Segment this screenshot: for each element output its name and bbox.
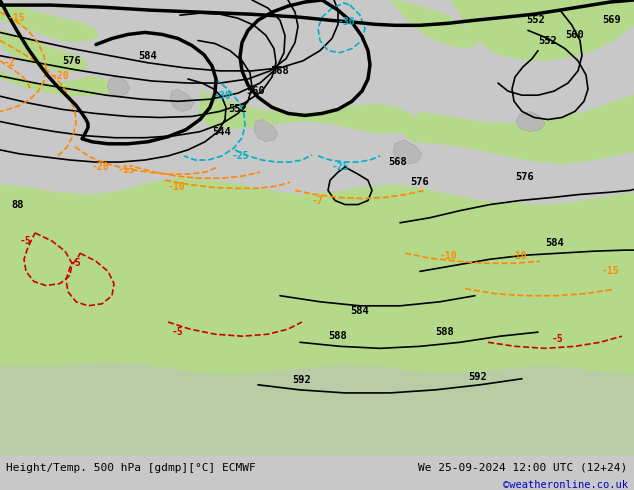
Text: 560: 560 <box>247 86 266 96</box>
Text: -20: -20 <box>52 71 70 81</box>
Text: -5: -5 <box>20 236 32 246</box>
Text: 592: 592 <box>469 372 488 382</box>
Polygon shape <box>400 93 634 164</box>
Text: 576: 576 <box>411 177 429 187</box>
Text: -30: -30 <box>337 17 355 27</box>
Text: 552: 552 <box>539 35 557 46</box>
Text: -15: -15 <box>8 13 25 23</box>
Text: 588: 588 <box>328 331 347 341</box>
Text: -10: -10 <box>168 182 186 193</box>
Polygon shape <box>198 91 420 134</box>
Text: 552: 552 <box>229 104 247 114</box>
Text: 88: 88 <box>12 199 24 210</box>
Polygon shape <box>0 0 100 43</box>
Text: -5: -5 <box>70 258 82 269</box>
Text: -30: -30 <box>213 91 231 101</box>
Text: 588: 588 <box>436 327 455 337</box>
Text: 568: 568 <box>271 66 289 76</box>
Text: -25: -25 <box>231 151 249 161</box>
Text: 544: 544 <box>212 126 231 137</box>
Polygon shape <box>393 140 422 164</box>
Polygon shape <box>0 71 115 96</box>
Text: -7: -7 <box>312 196 324 205</box>
Text: -10: -10 <box>510 251 527 261</box>
Text: 592: 592 <box>293 375 311 385</box>
Text: 569: 569 <box>603 15 621 25</box>
Text: 576: 576 <box>63 56 81 66</box>
Text: 584: 584 <box>351 306 370 316</box>
Polygon shape <box>0 177 634 456</box>
Polygon shape <box>0 273 634 456</box>
Text: Height/Temp. 500 hPa [gdmp][°C] ECMWF: Height/Temp. 500 hPa [gdmp][°C] ECMWF <box>6 463 256 473</box>
Polygon shape <box>390 0 480 49</box>
Polygon shape <box>100 304 185 346</box>
Text: 584: 584 <box>546 238 564 248</box>
Text: 560: 560 <box>566 30 585 41</box>
Text: 568: 568 <box>389 157 408 167</box>
Polygon shape <box>170 89 194 111</box>
Text: 576: 576 <box>515 172 534 182</box>
Polygon shape <box>516 111 545 132</box>
Text: -5: -5 <box>172 327 184 337</box>
Text: We 25-09-2024 12:00 UTC (12+24): We 25-09-2024 12:00 UTC (12+24) <box>418 463 628 473</box>
Polygon shape <box>450 0 634 61</box>
Text: -5: -5 <box>552 334 564 344</box>
Text: -25: -25 <box>331 162 349 172</box>
Text: 552: 552 <box>527 15 545 25</box>
Text: -2: -2 <box>4 58 16 68</box>
Text: -15: -15 <box>602 267 619 276</box>
Polygon shape <box>107 76 130 96</box>
Text: -10: -10 <box>440 251 458 261</box>
Text: -20: -20 <box>92 162 110 172</box>
Text: 584: 584 <box>139 50 157 61</box>
Text: ©weatheronline.co.uk: ©weatheronline.co.uk <box>503 480 628 490</box>
Polygon shape <box>330 193 378 241</box>
Text: -15: -15 <box>118 165 136 175</box>
Polygon shape <box>0 30 88 73</box>
Polygon shape <box>254 120 278 142</box>
